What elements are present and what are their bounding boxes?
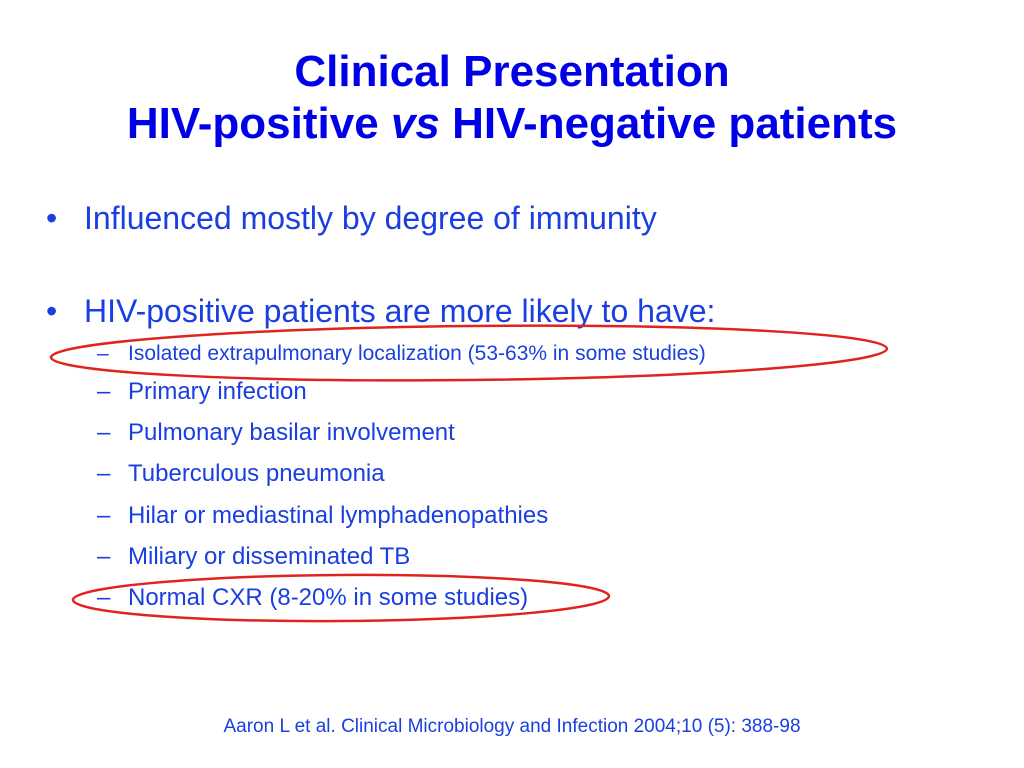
sub-item-text: Isolated extrapulmonary localization (53… [128, 342, 706, 365]
sub-item-text: Miliary or disseminated TB [128, 543, 411, 570]
dash-marker: – [97, 378, 111, 405]
dash-marker: – [97, 502, 111, 529]
highlight-ellipse-normal-cxr [71, 573, 611, 623]
bullet-text: Influenced mostly by degree of immunity [84, 200, 657, 236]
bullet-item: • HIV-positive patients are more likely t… [46, 289, 986, 333]
bullet-marker: • [46, 200, 58, 236]
dash-marker: – [97, 460, 111, 487]
sub-item-text: Normal CXR (8-20% in some studies) [128, 584, 529, 611]
sub-item: – Pulmonary basilar involvement [97, 418, 897, 448]
sub-item: – Normal CXR (8-20% in some studies) [97, 583, 897, 613]
title-hiv-positive: HIV-positive [126, 99, 379, 148]
title-line-1: Clinical Presentation [294, 47, 730, 96]
sub-item-text: Hilar or mediastinal lymphadenopathies [128, 502, 549, 529]
title-vs: vs [390, 99, 440, 148]
dash-marker: – [97, 342, 109, 365]
citation: Aaron L et al. Clinical Microbiology and… [223, 716, 801, 737]
sub-item: – Primary infection [97, 377, 897, 407]
dash-marker: – [97, 543, 111, 570]
sub-item: – Miliary or disseminated TB [97, 542, 897, 572]
bullet-item: • Influenced mostly by degree of immunity [46, 196, 986, 240]
sub-item-text: Pulmonary basilar involvement [128, 419, 455, 446]
bullet-text: HIV-positive patients are more likely to… [84, 293, 716, 329]
sub-item: – Isolated extrapulmonary localization (5… [97, 339, 897, 369]
bullet-marker: • [46, 293, 58, 329]
sub-item: – Hilar or mediastinal lymphadenopathies [97, 501, 897, 531]
title-line-2: HIV-positive vs HIV-negative patients [0, 98, 1024, 150]
dash-marker: – [97, 419, 111, 446]
title-hiv-negative: HIV-negative patients [452, 99, 898, 148]
highlight-ellipse-extrapulmonary [49, 324, 889, 382]
sub-item: – Tuberculous pneumonia [97, 459, 897, 489]
sub-item-text: Tuberculous pneumonia [128, 460, 385, 487]
slide-title: Clinical Presentation HIV-positive vs HI… [0, 46, 1024, 150]
sub-item-text: Primary infection [128, 378, 307, 405]
